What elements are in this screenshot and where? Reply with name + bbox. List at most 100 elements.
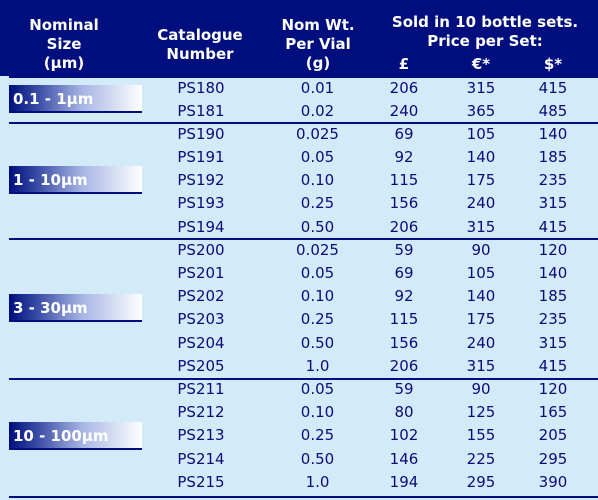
price-gbp-cell: 146 [389, 449, 419, 468]
price-eur-cell: 175 [466, 310, 496, 329]
header-currency-usd: $* [543, 55, 563, 73]
catalogue-number-cell: PS194 [177, 217, 225, 236]
price-eur-cell: 295 [466, 472, 496, 491]
price-gbp-cell: 92 [394, 287, 414, 306]
size-group: 1 - 10µm PS190 0.025 69 105 140 PS191 0.05 92 140… [0, 122, 598, 238]
price-usd-cell: 140 [538, 264, 568, 283]
price-usd-cell: 235 [538, 171, 568, 190]
price-usd-cell: 415 [538, 78, 568, 97]
price-gbp-cell: 102 [389, 426, 419, 445]
price-eur-cell: 315 [466, 356, 496, 375]
nominal-weight-cell: 0.25 [300, 310, 335, 329]
price-usd-cell: 415 [538, 356, 568, 375]
catalogue-number-cell: PS213 [177, 426, 225, 445]
price-eur-cell: 240 [466, 333, 496, 352]
table-row: PS181 0.02 240 365 485 [0, 100, 598, 123]
catalogue-number-cell: PS214 [177, 449, 225, 468]
price-gbp-cell: 115 [389, 310, 419, 329]
catalogue-number-cell: PS211 [177, 380, 225, 399]
table-bottom-divider [9, 496, 598, 498]
price-gbp-cell: 194 [389, 472, 419, 491]
table-row: PS192 0.10 115 175 235 [0, 169, 598, 192]
price-usd-cell: 235 [538, 310, 568, 329]
price-usd-cell: 415 [538, 217, 568, 236]
catalogue-number-cell: PS201 [177, 264, 225, 283]
catalogue-number-cell: PS192 [177, 171, 225, 190]
price-usd-cell: 485 [538, 101, 568, 120]
price-gbp-cell: 156 [389, 333, 419, 352]
table-row: PS193 0.25 156 240 315 [0, 192, 598, 215]
table-row: PS200 0.025 59 90 120 [0, 239, 598, 262]
nominal-weight-cell: 0.50 [300, 449, 335, 468]
price-usd-cell: 185 [538, 148, 568, 167]
header-nominal-size: Nominal Size (µm) [29, 16, 99, 72]
nominal-weight-cell: 0.10 [300, 403, 335, 422]
header-sold-in-sets: Sold in 10 bottle sets. [391, 13, 579, 31]
price-usd-cell: 120 [538, 380, 568, 399]
price-gbp-cell: 206 [389, 78, 419, 97]
catalogue-number-cell: PS191 [177, 148, 225, 167]
nominal-weight-cell: 0.10 [300, 287, 335, 306]
price-gbp-cell: 80 [394, 403, 414, 422]
nominal-weight-cell: 0.25 [300, 426, 335, 445]
price-eur-cell: 105 [466, 264, 496, 283]
nominal-weight-cell: 1.0 [305, 356, 330, 375]
size-group: 10 - 100µm PS211 0.05 59 90 120 PS212 0.10 80 125… [0, 377, 598, 494]
header-catalogue-number: Catalogue Number [157, 26, 243, 63]
table-row: PS202 0.10 92 140 185 [0, 285, 598, 308]
nominal-weight-cell: 0.025 [296, 124, 339, 143]
nominal-weight-cell: 0.10 [300, 171, 335, 190]
catalogue-number-cell: PS202 [177, 287, 225, 306]
header-currency-eur: €* [471, 55, 491, 73]
price-eur-cell: 90 [471, 240, 491, 259]
price-eur-cell: 140 [466, 287, 496, 306]
price-eur-cell: 125 [466, 403, 496, 422]
nominal-weight-cell: 0.50 [300, 333, 335, 352]
price-gbp-cell: 156 [389, 194, 419, 213]
price-eur-cell: 315 [466, 217, 496, 236]
price-usd-cell: 315 [538, 333, 568, 352]
price-usd-cell: 390 [538, 472, 568, 491]
table-row: PS211 0.05 59 90 120 [0, 378, 598, 401]
group-divider [9, 238, 598, 241]
nominal-weight-cell: 0.05 [300, 264, 335, 283]
size-range-label: 0.1 - 1µm [9, 85, 142, 114]
nominal-weight-cell: 0.25 [300, 194, 335, 213]
table-row: PS191 0.05 92 140 185 [0, 146, 598, 169]
catalogue-number-cell: PS212 [177, 403, 225, 422]
size-group: 0.1 - 1µm PS180 0.01 206 315 415 PS181 0.02 240 3… [0, 76, 598, 122]
price-gbp-cell: 240 [389, 101, 419, 120]
table-row: PS201 0.05 69 105 140 [0, 262, 598, 285]
price-gbp-cell: 59 [394, 380, 414, 399]
price-eur-cell: 365 [466, 101, 496, 120]
catalogue-number-cell: PS215 [177, 472, 225, 491]
price-eur-cell: 175 [466, 171, 496, 190]
size-range-label: 3 - 30µm [9, 293, 142, 322]
header-nominal-weight: Nom Wt. Per Vial (g) [281, 16, 355, 72]
table-row: PS190 0.025 69 105 140 [0, 123, 598, 146]
table-row: PS180 0.01 206 315 415 [0, 77, 598, 100]
price-gbp-cell: 59 [394, 240, 414, 259]
price-gbp-cell: 115 [389, 171, 419, 190]
price-gbp-cell: 92 [394, 148, 414, 167]
nominal-weight-cell: 1.0 [305, 472, 330, 491]
size-range-label: 10 - 100µm [9, 421, 142, 450]
catalogue-number-cell: PS205 [177, 356, 225, 375]
price-gbp-cell: 206 [389, 356, 419, 375]
price-usd-cell: 315 [538, 194, 568, 213]
price-gbp-cell: 206 [389, 217, 419, 236]
price-usd-cell: 165 [538, 403, 568, 422]
group-divider [9, 122, 598, 125]
price-usd-cell: 120 [538, 240, 568, 259]
size-range-label: 1 - 10µm [9, 166, 142, 195]
table-row: PS194 0.50 206 315 415 [0, 216, 598, 239]
catalogue-number-cell: PS200 [177, 240, 225, 259]
catalogue-number-cell: PS204 [177, 333, 225, 352]
price-gbp-cell: 69 [394, 124, 414, 143]
price-usd-cell: 140 [538, 124, 568, 143]
price-gbp-cell: 69 [394, 264, 414, 283]
header-price-per-set: Price per Set: [427, 32, 543, 50]
table-header: Nominal Size (µm) Catalogue Number Nom W… [0, 0, 598, 76]
nominal-weight-cell: 0.50 [300, 217, 335, 236]
